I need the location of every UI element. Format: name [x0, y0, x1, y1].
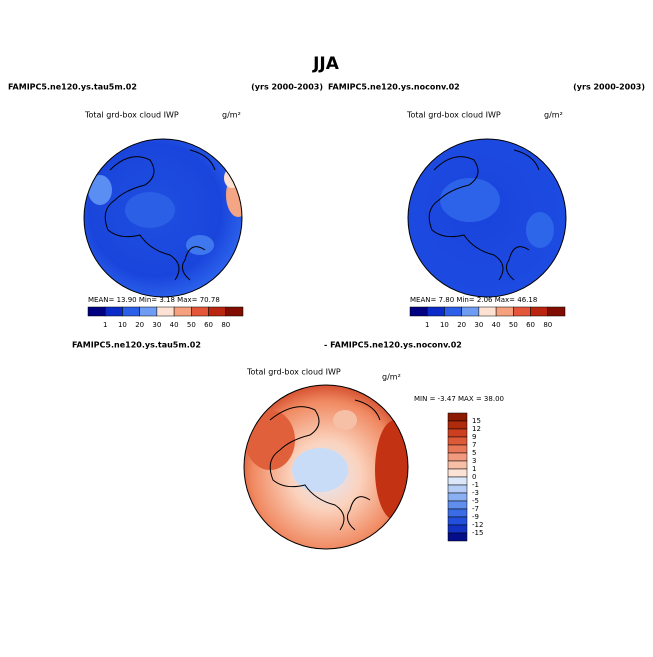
colorbar-box: [478, 306, 497, 317]
colorbar-box: [447, 412, 468, 422]
colorbar-label: 1: [103, 321, 107, 329]
map-border: [243, 384, 409, 550]
colorbar-label: 1: [472, 465, 476, 473]
units: g/m²: [544, 111, 563, 120]
colorbar: 1 10 20 30 40 50 60 80: [409, 306, 566, 329]
colorbar-box: [156, 306, 175, 317]
colorbar-box: [447, 532, 468, 542]
colorbar-label: -15: [472, 529, 483, 537]
colorbar-label: 9: [472, 433, 476, 441]
colorbar-box: [87, 306, 106, 317]
colorbar-label: 7: [472, 441, 476, 449]
colorbar-box: [447, 476, 468, 486]
case-name: FAMIPC5.ne120.ys.tau5m.02: [8, 83, 137, 92]
colorbar-box: [444, 306, 462, 317]
colorbar-label: -5: [472, 497, 479, 505]
colorbar-box: [447, 428, 468, 438]
colorbar-label: 80: [221, 321, 230, 329]
colorbar-box: [447, 436, 468, 446]
colorbar-box: [447, 500, 468, 510]
colorbar-label: 20: [457, 321, 466, 329]
stats: MEAN= 13.90 Min= 3.18 Max= 70.78: [88, 296, 220, 304]
colorbar-box: [447, 484, 468, 494]
colorbar-box: [495, 306, 514, 317]
map: [84, 139, 242, 297]
panel-title: Total grd-box cloud IWP: [246, 368, 341, 377]
colorbar-label: 30: [152, 321, 161, 329]
colorbar-box: [409, 306, 428, 317]
colorbar-label: 80: [543, 321, 552, 329]
colorbar-label: 60: [204, 321, 213, 329]
colorbar-box: [122, 306, 140, 317]
colorbar-label: -12: [472, 521, 483, 529]
colorbar-label: 15: [472, 417, 481, 425]
colorbar-label: 10: [440, 321, 449, 329]
colorbar-box: [447, 492, 468, 502]
colorbar-label: 10: [118, 321, 127, 329]
map-border: [83, 138, 243, 298]
units: g/m²: [222, 111, 241, 120]
colorbar-box: [426, 306, 445, 317]
colorbar-box: [513, 306, 531, 317]
colorbar-box: [547, 306, 566, 317]
colorbar-label: 5: [472, 449, 476, 457]
case-name: - FAMIPC5.ne120.ys.noconv.02: [324, 341, 462, 350]
colorbar-box: [447, 444, 468, 454]
colorbar-label: 60: [526, 321, 535, 329]
colorbar-box: [139, 306, 158, 317]
colorbar-box: [461, 306, 480, 317]
panel-title: Total grd-box cloud IWP: [406, 111, 501, 120]
panel-title: Total grd-box cloud IWP: [84, 111, 179, 120]
figure-title: JJA: [312, 54, 340, 74]
colorbar-box: [447, 468, 468, 478]
colorbar-box: [447, 452, 468, 462]
years: (yrs 2000-2003): [251, 83, 323, 92]
colorbar-label: 0: [472, 473, 476, 481]
colorbar-box: [104, 306, 123, 317]
colorbar-label: -1: [472, 481, 479, 489]
colorbar-label: 40: [492, 321, 501, 329]
colorbar-label: 50: [509, 321, 518, 329]
colorbar-box: [208, 306, 227, 317]
colorbar-label: 20: [135, 321, 144, 329]
colorbar-box: [225, 306, 244, 317]
colorbar-box: [447, 420, 468, 430]
case-name: FAMIPC5.ne120.ys.tau5m.02: [72, 341, 201, 350]
colorbar-label: 40: [170, 321, 179, 329]
stats: MIN = -3.47 MAX = 38.00: [414, 395, 504, 403]
colorbar-label: 50: [187, 321, 196, 329]
units: g/m²: [382, 373, 401, 382]
case-name: FAMIPC5.ne120.ys.noconv.02: [328, 83, 460, 92]
colorbar-box: [191, 306, 209, 317]
years: (yrs 2000-2003): [573, 83, 645, 92]
colorbar-label: 1: [425, 321, 429, 329]
colorbar-label: 30: [474, 321, 483, 329]
map: [408, 139, 566, 297]
colorbar: 1 10 20 30 40 50 60 80: [87, 306, 244, 329]
colorbar-box: [530, 306, 549, 317]
colorbar-label: -7: [472, 505, 479, 513]
colorbar-box: [447, 516, 468, 526]
colorbar-label: 3: [472, 457, 476, 465]
colorbar-box: [173, 306, 192, 317]
colorbar-label: -3: [472, 489, 479, 497]
map-border: [407, 138, 567, 298]
colorbar-label: -9: [472, 513, 479, 521]
colorbar-box: [447, 460, 468, 470]
colorbar-label: 12: [472, 425, 481, 433]
colorbar-box: [447, 508, 468, 518]
stats: MEAN= 7.80 Min= 2.06 Max= 46.18: [410, 296, 537, 304]
map: [244, 385, 408, 549]
colorbar-box: [447, 524, 468, 534]
